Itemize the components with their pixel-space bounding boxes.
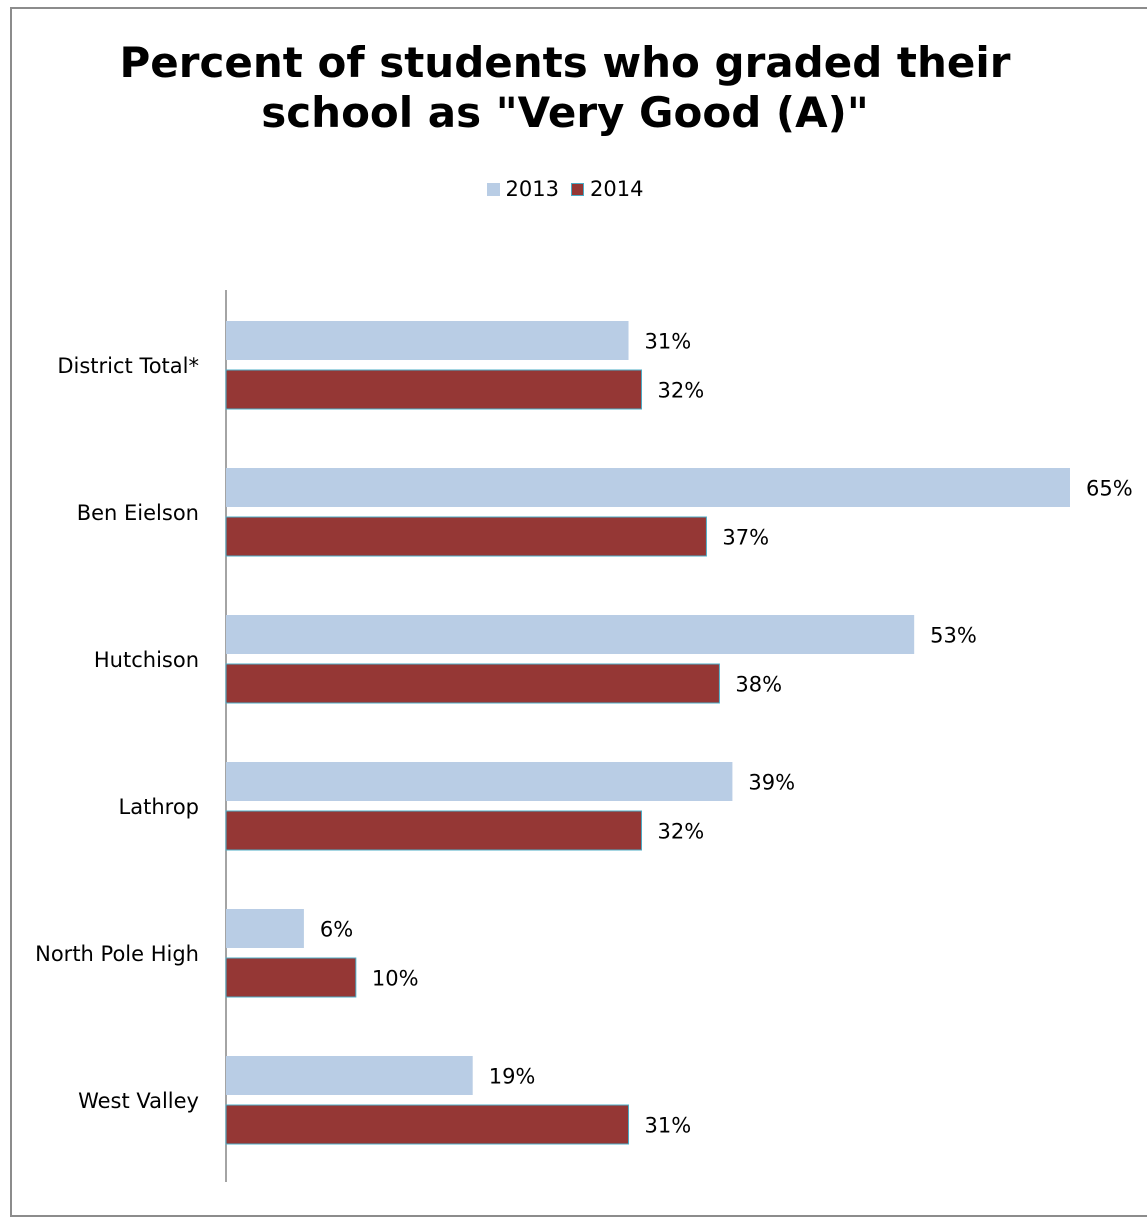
bar-2013 — [226, 468, 1070, 507]
data-label-2013: 19% — [489, 1065, 536, 1089]
data-label-2014: 32% — [658, 820, 705, 844]
data-label-2014: 32% — [658, 379, 705, 403]
bar-2013 — [226, 762, 733, 801]
legend-swatch-2013 — [486, 182, 500, 196]
data-label-2013: 53% — [930, 624, 977, 648]
bar-2014 — [225, 663, 720, 704]
legend-item-2014: 2014 — [571, 177, 643, 201]
bar-2013 — [226, 1056, 473, 1095]
chart-frame — [10, 7, 1147, 1217]
bar-2013 — [226, 321, 629, 360]
data-label-2014: 31% — [645, 1114, 692, 1138]
legend-swatch-2014 — [571, 182, 584, 196]
category-label: West Valley — [78, 1089, 199, 1113]
data-label-2013: 6% — [320, 918, 353, 942]
category-label: Hutchison — [94, 648, 199, 672]
data-label-2014: 37% — [722, 526, 769, 550]
data-label-2014: 10% — [372, 967, 419, 991]
legend-item-2013: 2013 — [486, 177, 559, 201]
category-label: Ben Eielson — [77, 501, 199, 525]
category-label: Lathrop — [119, 795, 199, 819]
chart-title: Percent of students who graded their sch… — [119, 38, 1011, 137]
bar-2014 — [225, 1104, 630, 1145]
bar-2014 — [225, 957, 357, 998]
data-label-2013: 39% — [748, 771, 795, 795]
category-label: District Total* — [57, 354, 199, 378]
bar-2013 — [226, 909, 304, 948]
legend-label-2014: 2014 — [590, 177, 644, 201]
legend-label-2013: 2013 — [505, 177, 559, 201]
data-label-2013: 31% — [645, 330, 692, 354]
bar-2014 — [225, 369, 643, 410]
legend: 2013 2014 — [0, 177, 1130, 201]
data-label-2014: 38% — [735, 673, 782, 697]
category-label: North Pole High — [35, 942, 199, 966]
bar-2014 — [225, 810, 643, 851]
bar-2014 — [225, 516, 707, 557]
data-label-2013: 65% — [1086, 477, 1133, 501]
bar-2013 — [226, 615, 915, 654]
